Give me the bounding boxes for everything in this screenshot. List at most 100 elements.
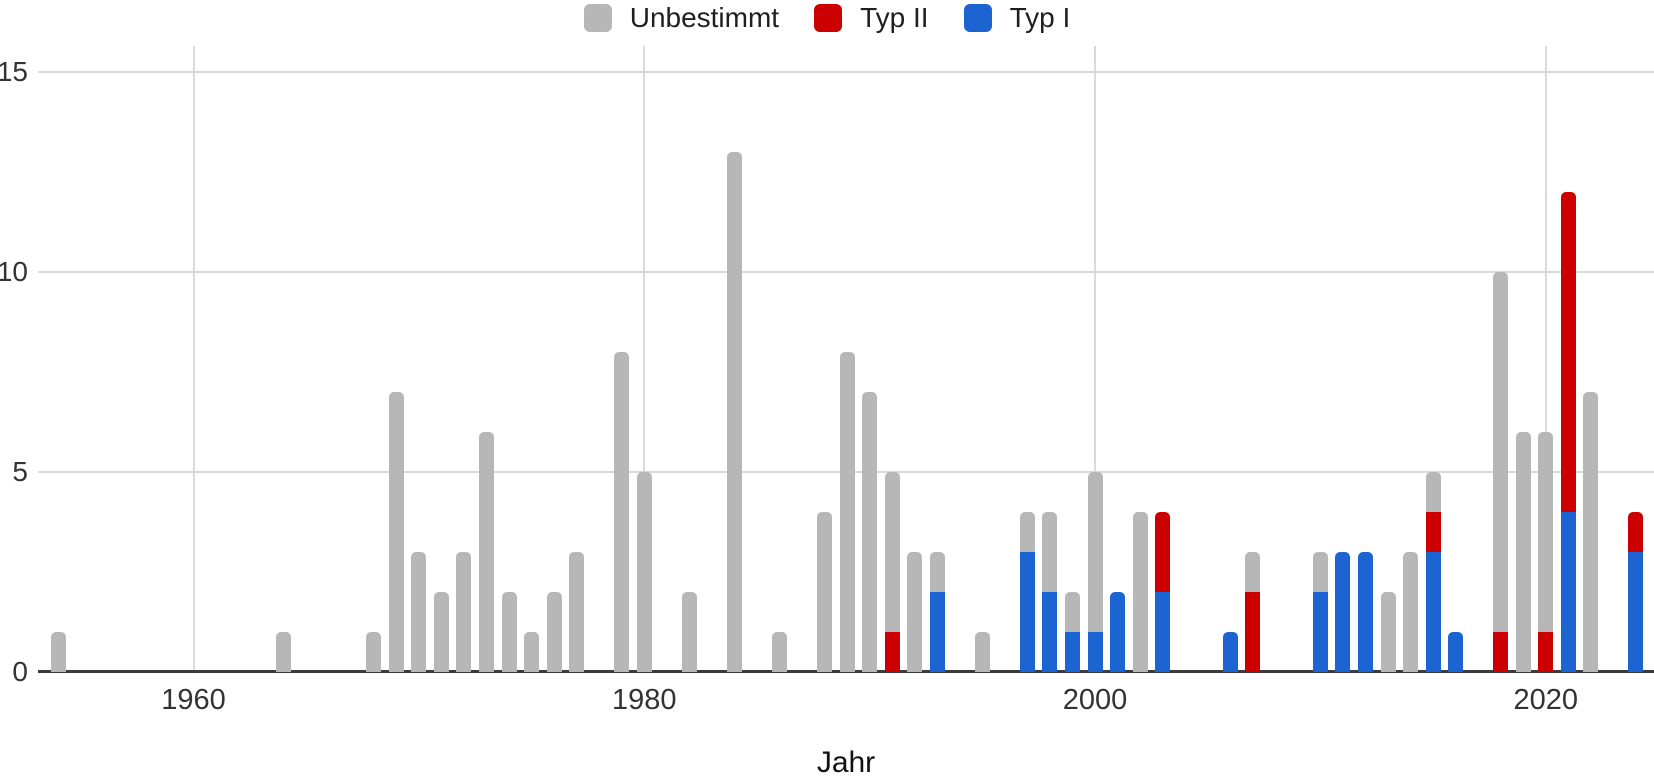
- bar-2003[interactable]: [1155, 512, 1171, 672]
- bar-segment-typ1[interactable]: [1560, 512, 1576, 672]
- bar-2022[interactable]: [1583, 392, 1599, 672]
- bar-2002[interactable]: [1132, 512, 1148, 672]
- bar-1964[interactable]: [276, 632, 292, 672]
- bar-segment-unbestimmt[interactable]: [456, 552, 472, 672]
- legend-item-typ-i[interactable]: Typ I: [963, 2, 1070, 34]
- bar-segment-typ1[interactable]: [1425, 552, 1441, 672]
- bar-segment-unbestimmt[interactable]: [681, 592, 697, 672]
- bar-1974[interactable]: [501, 592, 517, 672]
- bar-1989[interactable]: [839, 352, 855, 672]
- bar-segment-unbestimmt[interactable]: [433, 592, 449, 672]
- bar-segment-typ1[interactable]: [929, 592, 945, 672]
- bar-segment-unbestimmt[interactable]: [366, 632, 382, 672]
- bar-segment-typ2[interactable]: [1538, 632, 1554, 672]
- bar-segment-unbestimmt[interactable]: [862, 392, 878, 672]
- bar-1976[interactable]: [546, 592, 562, 672]
- legend-item-unbestimmt[interactable]: Unbestimmt: [583, 2, 779, 34]
- bar-segment-unbestimmt[interactable]: [884, 472, 900, 632]
- bar-segment-typ1[interactable]: [1155, 592, 1171, 672]
- bar-segment-unbestimmt[interactable]: [1380, 592, 1396, 672]
- bar-1984[interactable]: [726, 152, 742, 672]
- bar-segment-unbestimmt[interactable]: [1042, 512, 1058, 592]
- bar-2000[interactable]: [1087, 472, 1103, 672]
- bar-segment-typ1[interactable]: [1335, 552, 1351, 672]
- bar-2015[interactable]: [1425, 472, 1441, 672]
- bar-2016[interactable]: [1448, 632, 1464, 672]
- bar-segment-unbestimmt[interactable]: [974, 632, 990, 672]
- bar-segment-unbestimmt[interactable]: [1312, 552, 1328, 592]
- bar-segment-unbestimmt[interactable]: [388, 392, 404, 672]
- bar-segment-typ2[interactable]: [1245, 592, 1261, 672]
- bar-segment-typ1[interactable]: [1019, 552, 1035, 672]
- bar-segment-unbestimmt[interactable]: [772, 632, 787, 672]
- bar-1988[interactable]: [817, 512, 833, 672]
- bar-1975[interactable]: [524, 632, 540, 672]
- bar-2010[interactable]: [1312, 552, 1328, 672]
- bar-segment-typ2[interactable]: [884, 632, 900, 672]
- bar-2006[interactable]: [1222, 632, 1238, 672]
- bar-segment-unbestimmt[interactable]: [1245, 552, 1261, 592]
- bar-1973[interactable]: [479, 432, 494, 672]
- bar-2012[interactable]: [1358, 552, 1373, 672]
- bar-segment-typ1[interactable]: [1312, 592, 1328, 672]
- bar-2021[interactable]: [1560, 192, 1576, 672]
- bar-segment-typ1[interactable]: [1222, 632, 1238, 672]
- bar-segment-typ1[interactable]: [1448, 632, 1464, 672]
- bar-segment-unbestimmt[interactable]: [1087, 472, 1103, 632]
- bar-segment-unbestimmt[interactable]: [1538, 432, 1554, 632]
- bar-segment-unbestimmt[interactable]: [1403, 552, 1419, 672]
- bar-segment-typ1[interactable]: [1358, 552, 1373, 672]
- bar-segment-unbestimmt[interactable]: [1515, 432, 1531, 672]
- bar-segment-unbestimmt[interactable]: [1132, 512, 1148, 672]
- bar-segment-typ2[interactable]: [1425, 512, 1441, 552]
- bar-segment-unbestimmt[interactable]: [501, 592, 517, 672]
- bar-1990[interactable]: [862, 392, 878, 672]
- bar-1969[interactable]: [388, 392, 404, 672]
- bar-segment-unbestimmt[interactable]: [726, 152, 742, 672]
- bar-segment-typ1[interactable]: [1087, 632, 1103, 672]
- bar-1970[interactable]: [411, 552, 427, 672]
- bar-segment-unbestimmt[interactable]: [479, 432, 494, 672]
- bar-1979[interactable]: [614, 352, 630, 672]
- bar-2011[interactable]: [1335, 552, 1351, 672]
- bar-segment-unbestimmt[interactable]: [50, 632, 66, 672]
- bar-segment-unbestimmt[interactable]: [1493, 272, 1509, 632]
- bar-2014[interactable]: [1403, 552, 1419, 672]
- bar-1993[interactable]: [929, 552, 945, 672]
- bar-1982[interactable]: [681, 592, 697, 672]
- bar-1980[interactable]: [636, 472, 652, 672]
- bar-segment-unbestimmt[interactable]: [929, 552, 945, 592]
- bar-2018[interactable]: [1493, 272, 1509, 672]
- bar-segment-unbestimmt[interactable]: [546, 592, 562, 672]
- bar-2013[interactable]: [1380, 592, 1396, 672]
- bar-1999[interactable]: [1065, 592, 1080, 672]
- bar-segment-unbestimmt[interactable]: [1425, 472, 1441, 512]
- bar-1971[interactable]: [433, 592, 449, 672]
- bar-2019[interactable]: [1515, 432, 1531, 672]
- bar-segment-typ1[interactable]: [1628, 552, 1644, 672]
- bar-segment-unbestimmt[interactable]: [569, 552, 585, 672]
- bar-segment-typ2[interactable]: [1560, 192, 1576, 512]
- bar-1992[interactable]: [907, 552, 923, 672]
- bar-2020[interactable]: [1538, 432, 1554, 672]
- bar-1968[interactable]: [366, 632, 382, 672]
- bar-segment-unbestimmt[interactable]: [1019, 512, 1035, 552]
- bar-segment-unbestimmt[interactable]: [1065, 592, 1080, 632]
- bar-segment-unbestimmt[interactable]: [1583, 392, 1599, 672]
- bar-1954[interactable]: [50, 632, 66, 672]
- bar-2024[interactable]: [1628, 512, 1644, 672]
- legend-item-typ-ii[interactable]: Typ II: [814, 2, 929, 34]
- bar-1995[interactable]: [974, 632, 990, 672]
- bar-segment-unbestimmt[interactable]: [817, 512, 833, 672]
- bar-2007[interactable]: [1245, 552, 1261, 672]
- bar-1991[interactable]: [884, 472, 900, 672]
- bar-1972[interactable]: [456, 552, 472, 672]
- bar-segment-unbestimmt[interactable]: [839, 352, 855, 672]
- bar-segment-unbestimmt[interactable]: [524, 632, 540, 672]
- bar-segment-unbestimmt[interactable]: [636, 472, 652, 672]
- bar-1997[interactable]: [1019, 512, 1035, 672]
- bar-segment-typ1[interactable]: [1110, 592, 1126, 672]
- bar-1977[interactable]: [569, 552, 585, 672]
- bar-segment-typ2[interactable]: [1155, 512, 1171, 592]
- bar-2001[interactable]: [1110, 592, 1126, 672]
